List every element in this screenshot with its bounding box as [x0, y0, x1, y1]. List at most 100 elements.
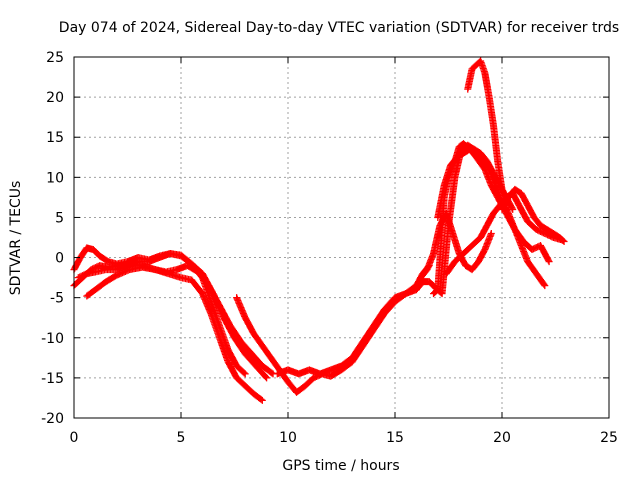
series-segment — [252, 362, 270, 381]
series-segment — [233, 294, 249, 320]
series-segment — [216, 302, 234, 328]
series-segment — [74, 270, 89, 282]
series-segment — [338, 355, 355, 370]
series-segment — [233, 374, 248, 389]
series-segment — [430, 223, 444, 258]
series-segment — [430, 287, 441, 298]
series-segment — [455, 250, 469, 268]
series-segment — [359, 323, 377, 346]
series-segment — [468, 259, 482, 274]
y-tick-label: 0 — [55, 251, 64, 267]
series-segment — [417, 267, 430, 282]
y-tick-label: 20 — [46, 90, 64, 106]
series-segment — [327, 367, 344, 380]
series-segment — [472, 153, 488, 172]
series-segment — [532, 225, 547, 237]
series-segment — [402, 283, 419, 298]
series-track-4 — [83, 262, 277, 378]
series-end-marker — [560, 238, 568, 246]
x-tick-label: 0 — [70, 430, 79, 446]
series-segment — [301, 375, 317, 390]
series-segment — [370, 307, 387, 330]
grid — [74, 57, 609, 418]
series-segment — [517, 242, 531, 264]
series-segment — [194, 268, 212, 288]
series-segment — [207, 298, 223, 328]
series-segment — [89, 246, 103, 259]
series-layer — [70, 57, 568, 404]
series-segment — [511, 185, 524, 197]
series-segment — [293, 383, 308, 396]
series-segment — [412, 279, 426, 294]
series-end-marker — [263, 374, 271, 382]
series-segment — [198, 290, 214, 316]
series-track-13 — [498, 185, 568, 246]
series-end-marker — [509, 205, 517, 213]
series-segment — [449, 229, 463, 256]
series-segment — [504, 209, 518, 232]
y-axis-label: SDTVAR / TECUs — [8, 181, 24, 296]
series-segment — [231, 334, 248, 357]
series-segment — [177, 252, 195, 267]
series-segment — [248, 350, 265, 369]
series-segment — [511, 225, 525, 248]
series-end-marker — [545, 258, 553, 266]
series-segment — [216, 334, 232, 364]
series-segment — [83, 287, 98, 300]
series-segment — [183, 262, 201, 275]
series-segment — [474, 247, 488, 266]
series-segment — [447, 154, 460, 169]
series-segment — [556, 234, 567, 245]
series-track-12 — [464, 57, 506, 193]
series-segment — [258, 342, 274, 361]
series-segment — [250, 390, 265, 403]
series-segment — [537, 242, 552, 264]
series-segment — [481, 231, 495, 254]
series-segment — [434, 183, 448, 221]
series-segment — [537, 221, 550, 233]
series-segment — [250, 330, 265, 349]
series-segment — [224, 346, 240, 369]
y-tick-label: 10 — [46, 170, 64, 186]
series-segment — [102, 272, 119, 286]
series-segment — [524, 217, 539, 232]
series-segment — [479, 153, 492, 172]
series-segment — [442, 259, 458, 278]
series-segment — [241, 314, 257, 336]
series-segment — [498, 195, 512, 213]
series-segment — [530, 213, 544, 228]
y-tick-label: -5 — [50, 291, 64, 307]
series-segment — [541, 229, 556, 241]
x-tick-label: 10 — [279, 430, 297, 446]
series-segment — [453, 150, 466, 161]
series-segment — [483, 211, 497, 229]
series-segment — [380, 295, 398, 314]
series-segment — [423, 251, 437, 274]
series-segment — [241, 382, 257, 397]
series-end-marker — [498, 185, 506, 193]
series-end-marker — [241, 370, 249, 378]
x-axis-label: GPS time / hours — [282, 458, 399, 474]
series-segment — [91, 279, 109, 294]
series-segment — [233, 362, 248, 377]
series-segment — [466, 145, 479, 156]
series-segment — [348, 339, 366, 362]
series-segment — [524, 258, 539, 276]
chart-title: Day 074 of 2024, Sidereal Day-to-day VTE… — [59, 20, 619, 36]
series-segment — [468, 62, 479, 73]
series-segment — [549, 229, 562, 241]
series-segment — [468, 235, 484, 250]
series-segment — [237, 338, 255, 357]
series-segment — [532, 270, 548, 288]
series-segment — [481, 165, 495, 188]
series-segment — [216, 322, 232, 352]
series-segment — [440, 163, 454, 189]
series-segment — [226, 322, 244, 345]
series-segment — [205, 282, 223, 308]
series-segment — [528, 242, 543, 254]
x-tick-label: 20 — [493, 430, 511, 446]
series-segment — [477, 223, 490, 241]
y-tick-label: -20 — [41, 411, 64, 427]
plot-frame — [73, 56, 610, 419]
